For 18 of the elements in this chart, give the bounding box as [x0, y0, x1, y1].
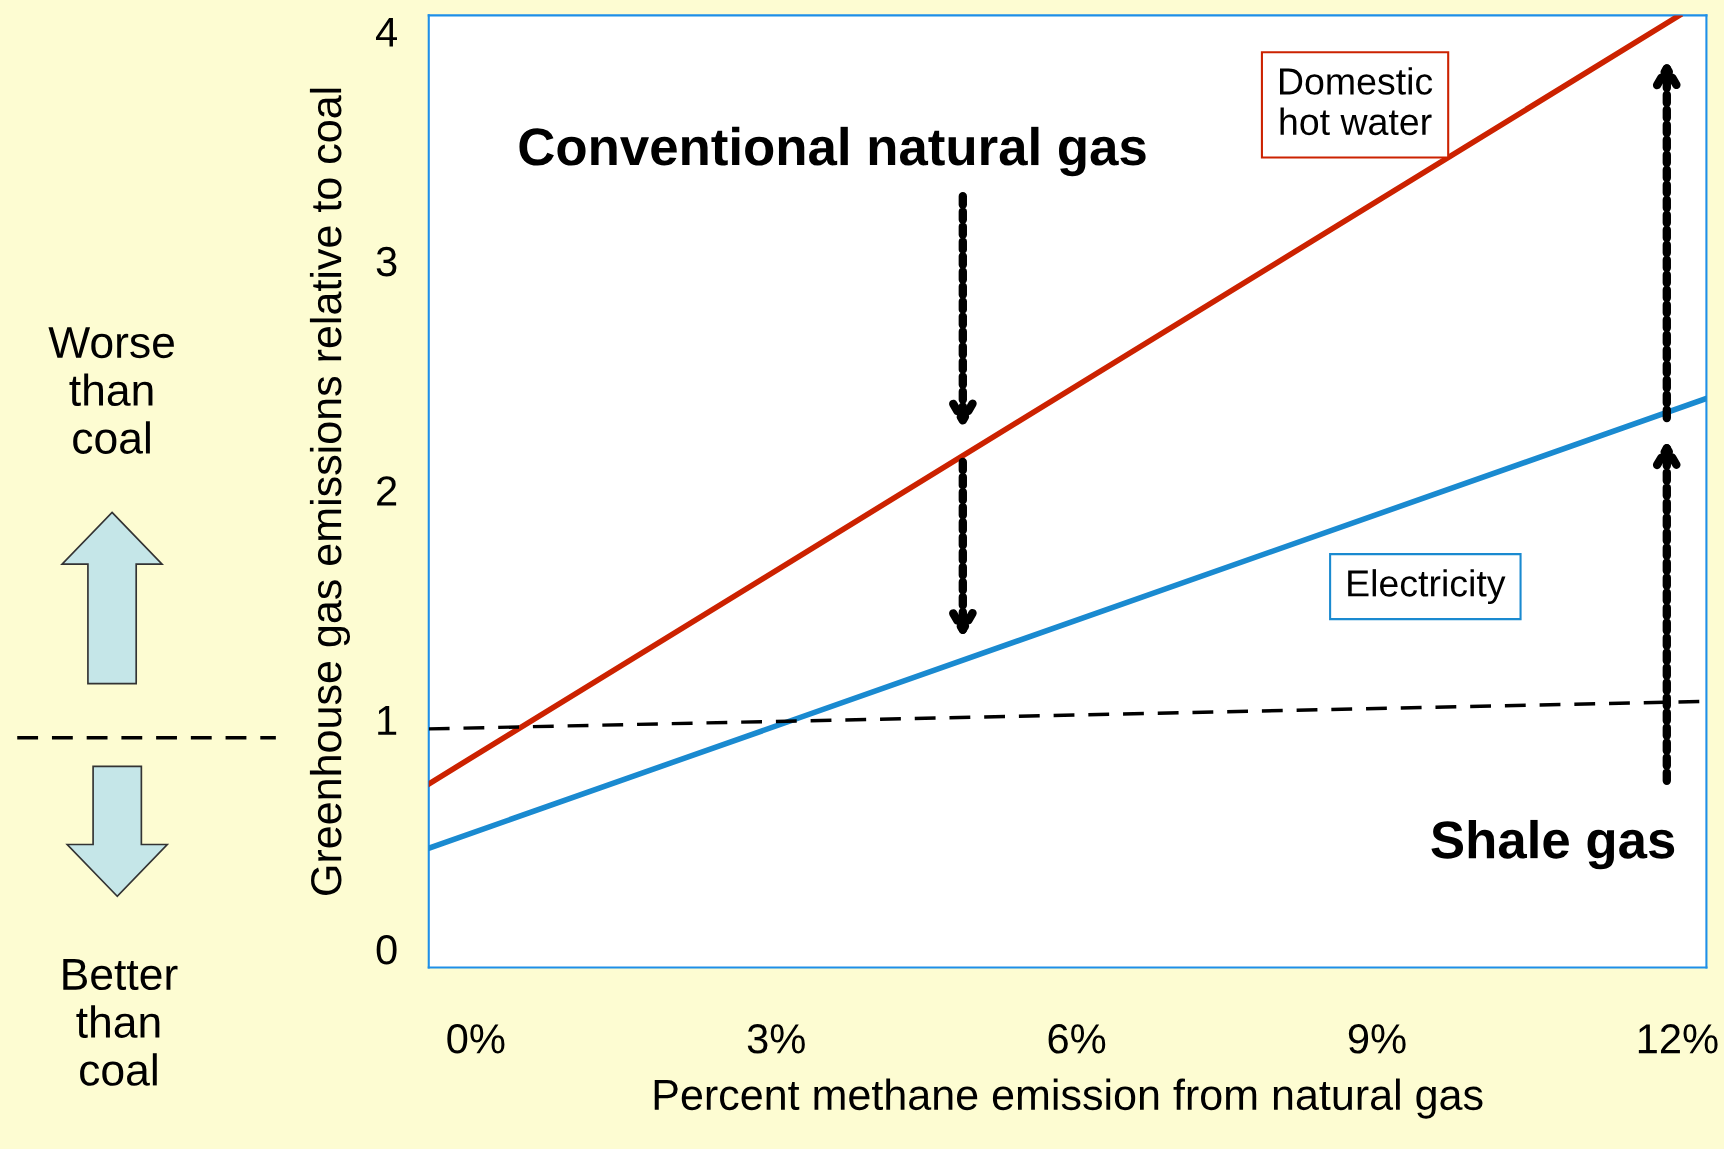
y-tick-label: 0: [376, 935, 397, 965]
x-axis-title: Percent methane emission from natural gas: [654, 1078, 1483, 1119]
x-tick-label: 9%: [1348, 1024, 1406, 1054]
annotation: Conventional natural gas: [519, 126, 1146, 177]
x-tick-label: 12%: [1638, 1024, 1718, 1054]
y-tick-label: 2: [377, 476, 397, 506]
y-tick-label: 1: [378, 706, 397, 735]
y-axis-title: Greenhouse gas emissions relative to coal: [309, 88, 351, 895]
y-tick-label: 3: [376, 246, 397, 277]
x-tick-label: 3%: [747, 1024, 805, 1054]
text: Better than coal: [63, 959, 178, 1086]
series-label: Domestic hot water: [1280, 67, 1433, 136]
x-tick-label: 6%: [1048, 1024, 1106, 1054]
annotation: Shale gas: [1431, 819, 1675, 870]
x-tick-label: 0%: [447, 1024, 505, 1054]
y-tick-label: 4: [375, 17, 397, 47]
series-label: Electricity: [1348, 569, 1506, 605]
text: Worse than coal: [48, 327, 174, 454]
